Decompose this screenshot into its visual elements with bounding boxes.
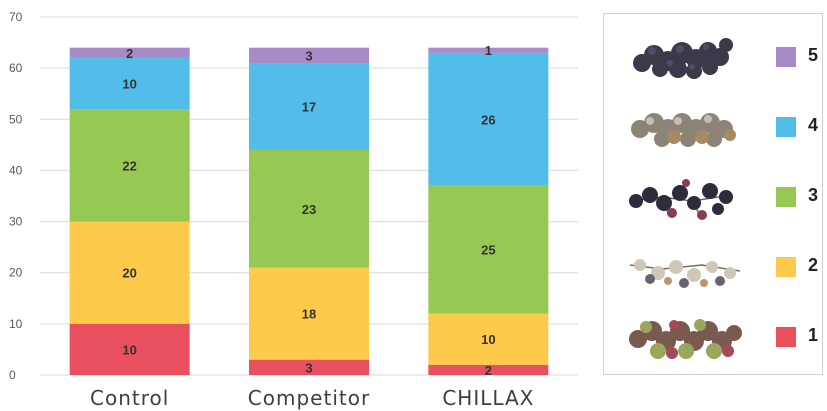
y-tick-label: 0	[9, 368, 16, 382]
bar-segment	[69, 47, 190, 58]
bar-segment	[249, 149, 369, 268]
y-tick-label: 10	[9, 317, 23, 331]
data-label: 17	[302, 100, 316, 115]
bar-segment	[428, 185, 549, 314]
y-tick-label: 40	[9, 163, 23, 177]
y-tick-label: 30	[9, 215, 23, 229]
bar-segment	[428, 364, 549, 375]
data-label: 18	[302, 307, 316, 322]
data-label: 23	[302, 202, 316, 217]
bar-segment	[69, 109, 190, 222]
bar-segment	[69, 57, 190, 110]
x-category-label: Competitor	[248, 386, 370, 410]
x-category-label: CHILLAX	[442, 386, 534, 410]
legend-item: 4	[604, 98, 822, 158]
grey-brown-grape-cluster-icon	[631, 113, 736, 147]
legend-swatch	[776, 327, 796, 347]
legend-swatch	[776, 257, 796, 277]
data-label: 25	[481, 243, 495, 258]
bar-segment	[69, 323, 190, 375]
legend-label: 2	[808, 255, 819, 275]
stacked-bar-chart: 0 10 20 30 40 50 60 70 10 20 22 10 2 Control 3 18 23 17 3 C…	[9, 10, 578, 410]
legend-swatch	[776, 117, 796, 137]
legend-label: 1	[808, 325, 819, 345]
data-label: 1	[485, 43, 492, 58]
data-label: 2	[126, 46, 133, 61]
data-label: 2	[485, 363, 492, 378]
legend-item: 2	[604, 238, 822, 298]
bar-segment	[428, 47, 549, 53]
legend-label: 5	[808, 45, 819, 65]
green-red-grape-cluster-icon	[629, 319, 742, 359]
dark-purple-grape-cluster-icon	[633, 38, 733, 79]
y-tick-label: 20	[9, 266, 23, 280]
legend-panel: 5 4	[603, 13, 823, 375]
legend-label: 3	[808, 185, 819, 205]
data-label: 3	[305, 48, 312, 63]
legend-item: 3	[604, 168, 822, 228]
bar-segment	[249, 267, 369, 360]
data-label: 3	[305, 360, 312, 375]
legend-swatch	[776, 47, 796, 67]
legend-swatch	[776, 187, 796, 207]
bar-segment	[249, 47, 369, 64]
bar-segment	[69, 221, 190, 324]
data-label: 10	[481, 332, 495, 347]
y-tick-label: 50	[9, 112, 23, 126]
bar-segment	[249, 63, 369, 150]
legend-label: 4	[808, 115, 819, 135]
data-label: 26	[481, 112, 495, 127]
bar-segment	[249, 359, 369, 375]
data-label: 10	[122, 76, 136, 91]
legend-item: 5	[604, 28, 822, 88]
y-tick-label: 70	[9, 10, 23, 24]
bar-segment	[428, 313, 549, 365]
data-label: 10	[122, 342, 136, 357]
pale-shriveled-grape-cluster-icon	[629, 259, 741, 288]
legend-item: 1	[604, 308, 822, 368]
data-label: 20	[122, 266, 136, 281]
bar-segment	[428, 52, 549, 186]
data-label: 22	[122, 158, 136, 173]
x-category-label: Control	[90, 386, 169, 410]
y-tick-label: 60	[9, 61, 23, 75]
dark-sparse-grape-cluster-icon	[629, 179, 733, 220]
